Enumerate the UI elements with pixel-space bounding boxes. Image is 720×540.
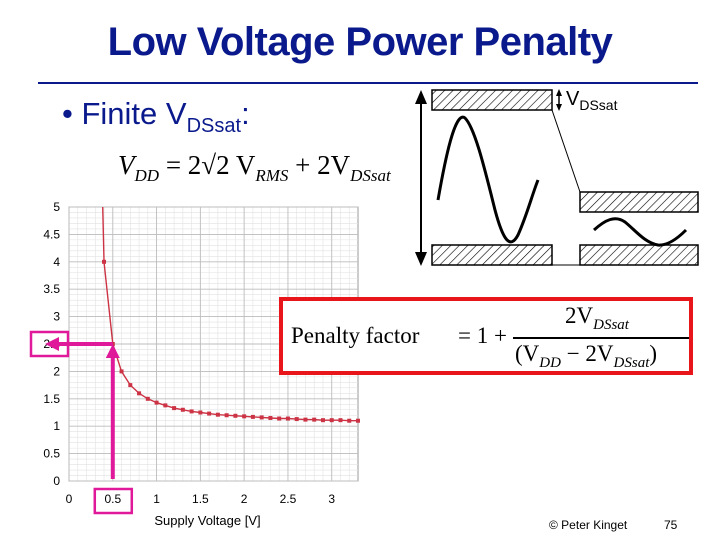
vdd-rhs-b-sub: DSsat [350, 166, 391, 185]
data-point [356, 418, 360, 423]
y-tick-label: 1.5 [43, 392, 60, 406]
vdssat-label-main: V [566, 88, 580, 110]
connector-line-top [551, 109, 581, 193]
data-point [154, 400, 159, 405]
vdd-arrow-head-up [415, 90, 427, 104]
pf-den-c: ) [649, 341, 658, 366]
y-tick-label: 2 [53, 364, 60, 378]
pf-den-a-sub: DD [539, 355, 561, 371]
data-point [303, 417, 308, 422]
bullet-finite-vdssat: • Finite VDSsat: [62, 96, 250, 137]
x-tick-label: 1.5 [192, 492, 209, 506]
data-point [233, 413, 238, 418]
data-point [338, 418, 343, 423]
title-rule [38, 82, 698, 84]
data-point [294, 417, 299, 422]
slide-title: Low Voltage Power Penalty [107, 20, 613, 64]
top-rail-small [579, 191, 699, 213]
data-point [312, 417, 317, 422]
x-tick-label: 2.5 [280, 492, 297, 506]
penalty-factor-box: Penalty factor = 1 + 2VDSsat (VDD − 2VDS… [279, 297, 693, 375]
vdd-lhs: V [118, 150, 135, 180]
vdssat-label-sub: DSsat [579, 97, 618, 113]
bottom-rail-small [579, 244, 699, 266]
data-point [180, 407, 185, 412]
pf-den-b: − 2V [560, 341, 614, 366]
data-point [119, 369, 124, 374]
swing-diagram [415, 89, 699, 266]
data-point [128, 383, 133, 388]
data-point [259, 415, 264, 420]
top-rail-large [431, 89, 553, 111]
bullet-subscript: DSsat [186, 115, 242, 137]
x-value-highlight-box [93, 487, 134, 515]
page-number: 75 [664, 518, 678, 532]
penalty-factor-numerator: 2VDSsat [565, 303, 629, 333]
x-tick-label: 3 [328, 492, 335, 506]
bullet-dot: • [62, 96, 73, 131]
data-point [329, 418, 334, 423]
footer-copyright: © Peter Kinget [549, 518, 628, 532]
x-axis-label: Supply Voltage [V] [154, 513, 260, 528]
x-tick-label: 1 [153, 492, 160, 506]
data-point [277, 416, 282, 421]
highlight-arrow-head-up [105, 344, 120, 358]
vdd-lhs-sub: DD [134, 166, 160, 185]
data-point [207, 411, 212, 416]
vdd-formula: VDD = 2√2 VRMS + 2VDSsat [118, 150, 391, 185]
y-tick-label: 0.5 [43, 447, 60, 461]
pf-num-sub: DSsat [593, 317, 629, 333]
vdssat-arrow-down [556, 104, 562, 111]
pf-den-b-sub: DSsat [613, 355, 650, 371]
series-line-segment [102, 206, 105, 262]
data-point [102, 259, 107, 264]
data-point [145, 396, 150, 401]
y-tick-label: 0 [53, 474, 60, 488]
vdd-arrow-head-down [415, 252, 427, 266]
vdd-rhs-a-sub: RMS [255, 166, 289, 185]
y-tick-label: 4.5 [43, 227, 60, 241]
x-tick-label: 2 [241, 492, 248, 506]
vdssat-arrow-up [556, 89, 562, 96]
small-sine-wave [592, 217, 688, 247]
vdssat-diagram-label: VDSsat [566, 88, 618, 113]
bullet-text: Finite V [81, 96, 187, 131]
y-tick-label: 5 [53, 200, 60, 214]
penalty-factor-eq: = 1 + [458, 323, 507, 348]
highlight-arrow-head-left [45, 337, 59, 351]
data-point [172, 406, 177, 411]
bottom-rail-large [431, 244, 553, 266]
data-point [320, 418, 325, 423]
y-tick-label: 3.5 [43, 282, 60, 296]
data-point [285, 416, 290, 421]
pf-den-a: (V [515, 341, 540, 366]
x-tick-label: 0.5 [104, 492, 121, 506]
data-point [250, 414, 255, 419]
vdd-rhs-a: = 2√2 V [165, 150, 256, 180]
data-point [137, 391, 142, 396]
data-point [189, 409, 194, 414]
x-tick-label: 0 [66, 492, 73, 506]
large-sine-wave [436, 115, 540, 244]
data-point [347, 418, 352, 423]
y-tick-label: 3 [53, 310, 60, 324]
pf-num-main: 2V [565, 303, 594, 328]
data-point [242, 414, 247, 419]
bullet-colon: : [241, 96, 250, 131]
data-point [215, 412, 220, 417]
y-value-highlight-box [29, 330, 70, 358]
data-point [224, 413, 229, 418]
penalty-factor-fraction-bar [513, 337, 689, 339]
vdd-rhs-b: + 2V [295, 150, 351, 180]
data-point [198, 410, 203, 415]
data-point [163, 403, 168, 408]
data-point [268, 415, 273, 420]
penalty-factor-label: Penalty factor [291, 323, 420, 348]
y-tick-label: 4 [53, 255, 60, 269]
penalty-factor-denominator: (VDD − 2VDSsat) [515, 341, 658, 371]
y-tick-label: 1 [53, 419, 60, 433]
